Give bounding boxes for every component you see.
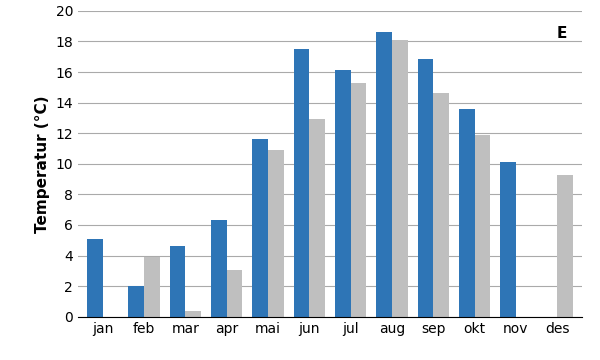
Bar xyxy=(335,71,350,317)
Bar xyxy=(310,120,325,317)
Bar xyxy=(87,239,103,317)
Bar xyxy=(227,270,242,317)
Bar xyxy=(170,247,185,317)
Bar xyxy=(144,257,160,317)
Y-axis label: Temperatur (°C): Temperatur (°C) xyxy=(35,95,50,233)
Bar xyxy=(475,135,490,317)
Bar xyxy=(293,49,310,317)
Bar xyxy=(392,40,407,317)
Bar xyxy=(253,139,268,317)
Bar xyxy=(350,83,367,317)
Bar xyxy=(459,109,475,317)
Bar xyxy=(268,150,284,317)
Bar xyxy=(557,175,573,317)
Bar xyxy=(433,94,449,317)
Text: E: E xyxy=(557,26,567,41)
Bar xyxy=(128,286,144,317)
Bar xyxy=(418,59,433,317)
Bar xyxy=(211,220,227,317)
Bar xyxy=(500,162,516,317)
Bar xyxy=(376,32,392,317)
Bar xyxy=(185,311,201,317)
